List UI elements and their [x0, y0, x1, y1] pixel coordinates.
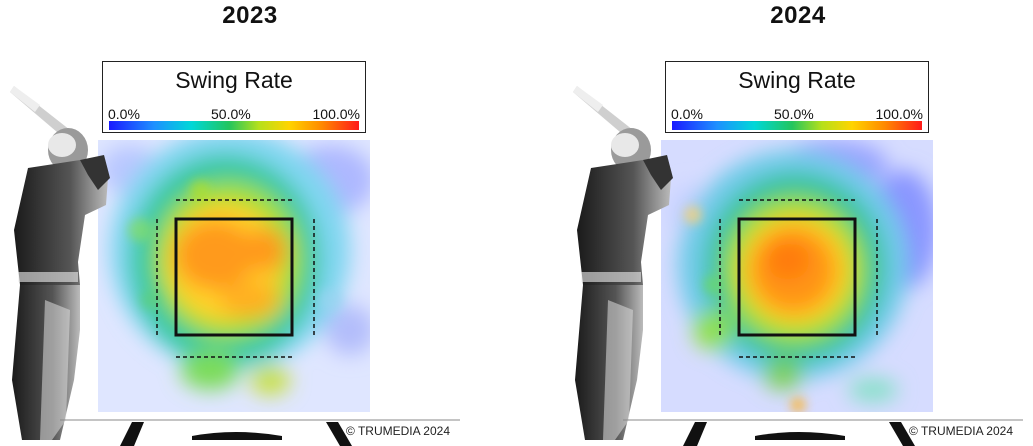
legend-tick-max: 100.0%	[312, 106, 360, 122]
legend-color-bar	[109, 121, 359, 130]
panel-title: 2023	[222, 2, 278, 29]
shadow-zone	[719, 199, 878, 358]
heatmap-plot	[573, 86, 1023, 446]
heat-surface	[661, 140, 933, 412]
shadow-zone	[156, 199, 315, 358]
home-plate-ground	[60, 419, 460, 446]
color-legend: Swing Rate 0.0% 50.0% 100.0%	[102, 61, 366, 133]
batter-silhouette	[573, 86, 673, 440]
copyright-text: © TRUMEDIA 2024	[346, 424, 450, 438]
legend-tick-min: 0.0%	[671, 106, 703, 122]
legend-tick-min: 0.0%	[108, 106, 140, 122]
heat-surface	[98, 140, 370, 412]
legend-color-bar	[672, 121, 922, 130]
color-legend: Swing Rate 0.0% 50.0% 100.0%	[665, 61, 929, 133]
batter-silhouette	[10, 86, 110, 440]
legend-tick-mid: 50.0%	[211, 106, 251, 122]
copyright-text: © TRUMEDIA 2024	[909, 424, 1013, 438]
heatmap-panel-2023: 2023 Swing Rate 0.0% 50.0% 100.0% © TRUM…	[0, 0, 500, 446]
legend-title: Swing Rate	[738, 67, 856, 93]
legend-title: Swing Rate	[175, 67, 293, 93]
panel-title: 2024	[770, 2, 826, 29]
heatmap-panel-2024: 2024 Swing Rate 0.0% 50.0% 100.0% © TRUM…	[563, 0, 1033, 446]
heatmap-plot	[10, 86, 460, 446]
legend-tick-mid: 50.0%	[774, 106, 814, 122]
legend-tick-max: 100.0%	[875, 106, 923, 122]
strike-zone	[737, 217, 857, 337]
home-plate-ground	[623, 419, 1023, 446]
strike-zone	[174, 217, 294, 337]
